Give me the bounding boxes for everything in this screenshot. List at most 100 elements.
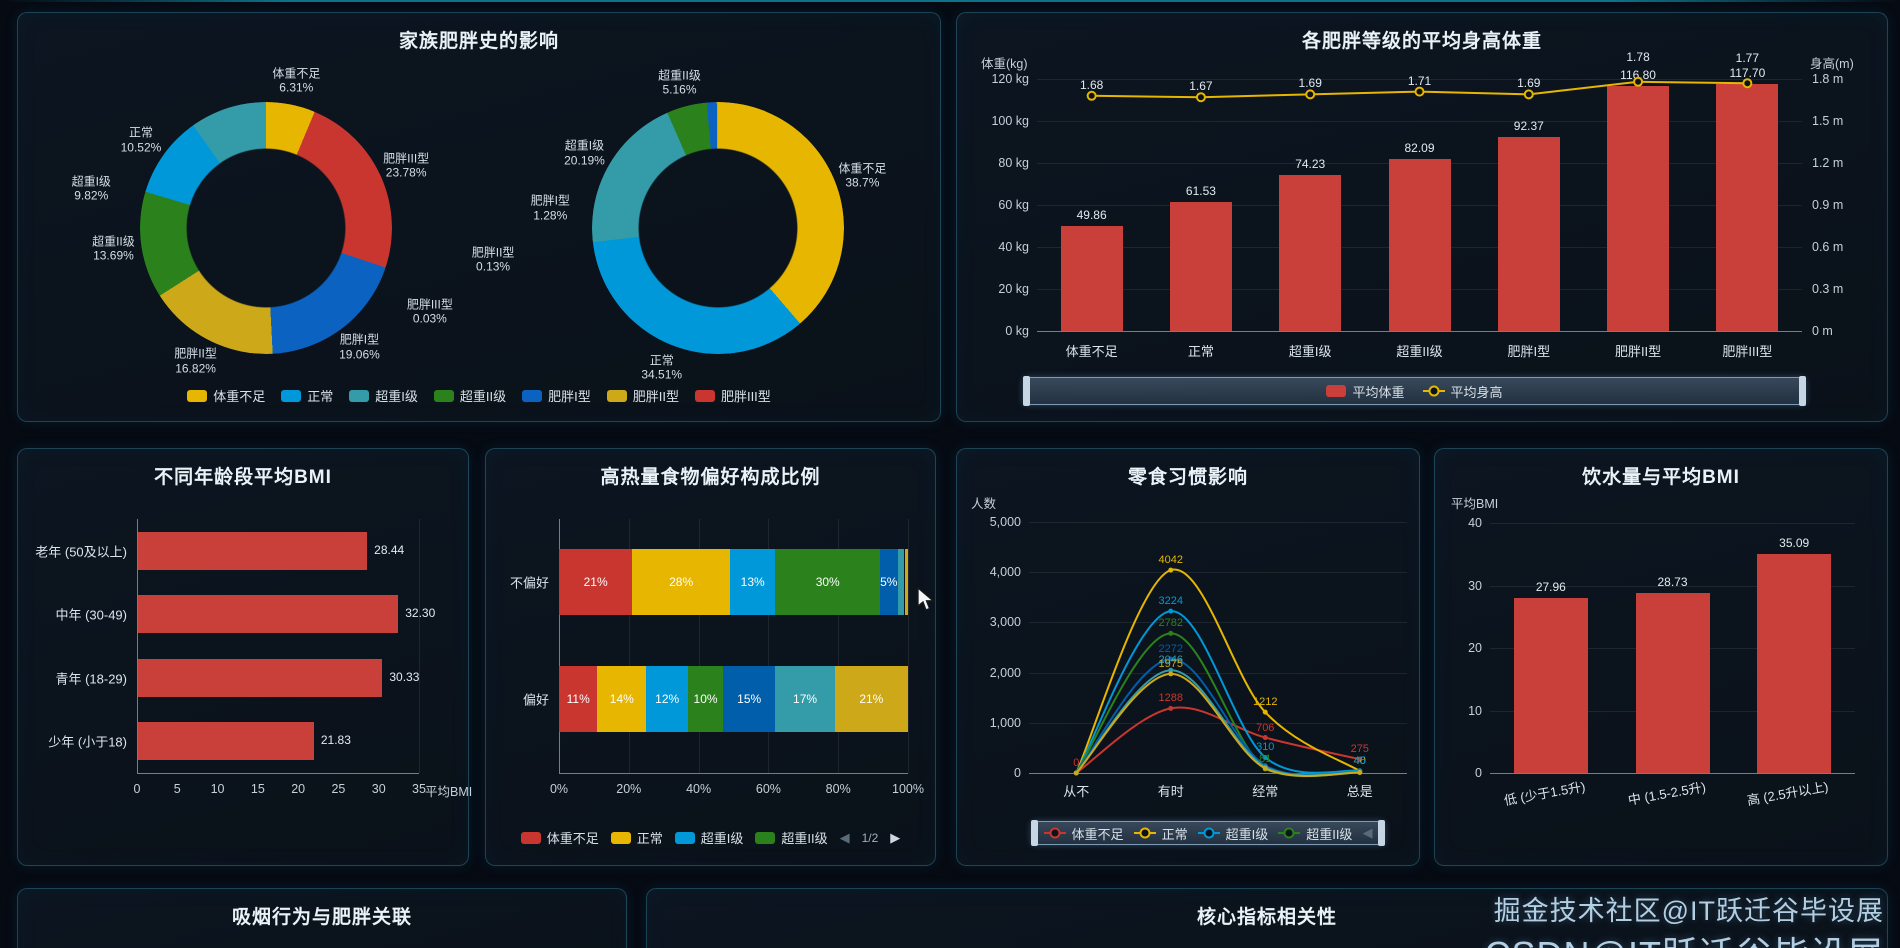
family-history-pie-chart[interactable]: 体重不足 6.31% 肥胖III型 23.78% 肥胖I型 19.06% 肥胖II型 16.8…: [18, 13, 940, 421]
datazoom-slider[interactable]: 体重不足 正常 超重I级 超重II级 ◀: [1031, 820, 1385, 846]
stack-segment[interactable]: 30%: [775, 549, 881, 615]
legend-item[interactable]: 平均体重: [1326, 382, 1405, 401]
line-point[interactable]: [1073, 770, 1079, 776]
line-point[interactable]: [1168, 705, 1174, 711]
line-point[interactable]: [1305, 89, 1316, 100]
y-axis-label: 老年 (50及以上): [35, 544, 127, 560]
legend-item[interactable]: 肥胖I型: [522, 386, 591, 405]
stack-segment[interactable]: 12%: [646, 666, 689, 732]
bar-value-label: 116.80: [1620, 67, 1656, 82]
legend-pager-next[interactable]: ▶: [890, 829, 901, 845]
food-preference-stacked-chart[interactable]: 0% 20% 40% 60% 80% 100% 不偏好 21% 28% 13% 30% 5% 偏好 11%…: [486, 449, 935, 865]
legend-item[interactable]: 超重I级: [674, 828, 743, 847]
legend-item[interactable]: 肥胖II型: [606, 386, 679, 405]
line-point[interactable]: [1086, 90, 1097, 101]
weight-bar[interactable]: [1279, 175, 1342, 331]
height-weight-combo-chart[interactable]: 0 kg 0 m 20 kg 0.3 m 40 kg 0.6 m 60 kg 0.9 m 80 …: [957, 13, 1887, 421]
legend-item[interactable]: 体重不足: [187, 386, 265, 405]
snack-habit-line-chart[interactable]: 0 1,000 2,000 3,000 4,000 5,000 人数 从不 有时 经常 总是 0 128…: [957, 449, 1419, 865]
legend-item[interactable]: 体重不足: [1043, 824, 1124, 843]
weight-bar[interactable]: [1169, 201, 1232, 331]
bmi-bar[interactable]: [138, 531, 368, 570]
pie-label-value: 38.7%: [845, 175, 880, 190]
weight-bar[interactable]: [1388, 158, 1451, 331]
legend-item[interactable]: 超重II级: [1278, 824, 1352, 843]
stack-segment[interactable]: 5%: [880, 549, 898, 615]
line-point[interactable]: [1168, 667, 1174, 673]
line-point[interactable]: [1414, 86, 1425, 97]
weight-bar[interactable]: [1607, 85, 1670, 331]
line-point[interactable]: [1742, 78, 1753, 89]
donut-ring[interactable]: [140, 102, 392, 354]
legend-item[interactable]: 超重I级: [1197, 824, 1268, 843]
legend-dot-icon: [1203, 827, 1215, 839]
line-point[interactable]: [1168, 567, 1174, 573]
line-point[interactable]: [1357, 769, 1363, 775]
stack-segment[interactable]: [897, 549, 905, 615]
pie-slice-label: 超重II级 5.16%: [658, 68, 701, 97]
legend-item[interactable]: 正常: [610, 828, 663, 847]
legend-item[interactable]: 超重II级: [755, 828, 828, 847]
legend-item[interactable]: 体重不足: [520, 828, 599, 847]
line-point[interactable]: [1168, 671, 1174, 677]
legend-label: 平均体重: [1352, 384, 1405, 400]
line-point[interactable]: [1262, 709, 1268, 715]
legend-item[interactable]: 平均身高: [1422, 382, 1503, 401]
water-bmi-bar-chart[interactable]: 0 10 20 30 40 平均BMI 27.96 低 (少于1.5升) 28.73 中 (1.5…: [1435, 449, 1887, 865]
line-point[interactable]: [1168, 656, 1174, 662]
water-bmi-bar[interactable]: [1513, 598, 1588, 773]
stack-segment[interactable]: [904, 549, 908, 615]
pie-slice-label: 超重II级 13.69%: [92, 234, 135, 263]
bmi-bar[interactable]: [138, 722, 314, 761]
stack-segment[interactable]: 11%: [559, 666, 598, 732]
datazoom-handle-right[interactable]: [1378, 820, 1385, 846]
line-point[interactable]: [1633, 76, 1644, 87]
pie-label-name: 体重不足: [272, 66, 321, 81]
stack-segment[interactable]: 28%: [632, 549, 730, 615]
stack-segment[interactable]: 10%: [688, 666, 724, 732]
legend-item[interactable]: 正常: [1133, 824, 1188, 843]
bmi-bar[interactable]: [138, 595, 399, 634]
line-point[interactable]: [1357, 756, 1363, 762]
stack-segment[interactable]: 13%: [730, 549, 776, 615]
line-point[interactable]: [1262, 754, 1268, 760]
bmi-bar[interactable]: [138, 658, 383, 697]
legend-pager-prev[interactable]: ◀: [839, 829, 850, 845]
stack-segment[interactable]: 17%: [775, 666, 835, 732]
y2-axis-tick: 0 m: [1812, 324, 1833, 338]
water-bmi-bar[interactable]: [1757, 553, 1832, 773]
line-series-group[interactable]: [1029, 522, 1407, 778]
stack-segment[interactable]: 21%: [834, 666, 908, 732]
legend-label: 正常: [307, 389, 334, 404]
datazoom-handle-right[interactable]: [1799, 376, 1806, 406]
bmi-by-age-bar-chart[interactable]: 0 5 10 15 20 25 30 35 平均BMI 老年 (50及以上) 28.44 中年 (30…: [18, 449, 472, 865]
height-line-series[interactable]: [1037, 76, 1802, 331]
legend-item[interactable]: 肥胖III型: [694, 386, 771, 405]
stack-segment[interactable]: 21%: [559, 549, 633, 615]
x-axis-tick: 5: [173, 782, 181, 796]
y-axis-name: 平均BMI: [1451, 497, 1499, 511]
line-point[interactable]: [1262, 735, 1268, 741]
datazoom-slider[interactable]: 平均体重 平均身高: [1023, 376, 1806, 406]
weight-bar[interactable]: [1716, 83, 1779, 331]
legend-pager-prev[interactable]: ◀: [1362, 825, 1373, 840]
line-point[interactable]: [1168, 630, 1174, 636]
line-point[interactable]: [1262, 765, 1268, 771]
legend-item[interactable]: 超重II级: [433, 386, 506, 405]
bar-value-label: 117.70: [1729, 65, 1766, 80]
line-point[interactable]: [1195, 92, 1206, 103]
legend-item[interactable]: 超重I级: [349, 386, 418, 405]
legend-item[interactable]: 正常: [281, 386, 333, 405]
line-value-label: 1.77: [1735, 51, 1760, 66]
water-bmi-bar[interactable]: [1635, 593, 1710, 773]
line-point[interactable]: [1168, 608, 1174, 614]
datazoom-handle-left[interactable]: [1031, 820, 1038, 846]
pie-slice-label: 正常 10.52%: [121, 126, 162, 155]
line-point[interactable]: [1523, 89, 1534, 100]
weight-bar[interactable]: [1497, 137, 1560, 331]
datazoom-handle-left[interactable]: [1023, 376, 1030, 406]
donut-ring[interactable]: [592, 102, 844, 354]
weight-bar[interactable]: [1060, 226, 1123, 331]
stack-segment[interactable]: 14%: [597, 666, 647, 732]
stack-segment[interactable]: 15%: [723, 666, 776, 732]
